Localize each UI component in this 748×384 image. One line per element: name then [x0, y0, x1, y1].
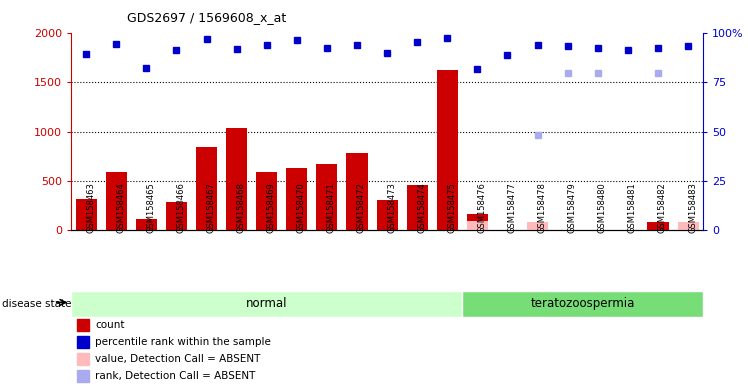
- Text: teratozoospermia: teratozoospermia: [530, 297, 635, 310]
- Bar: [196, 147, 217, 230]
- Text: value, Detection Call = ABSENT: value, Detection Call = ABSENT: [95, 354, 260, 364]
- Bar: [286, 168, 307, 230]
- Text: count: count: [95, 320, 125, 330]
- Text: percentile rank within the sample: percentile rank within the sample: [95, 337, 271, 347]
- Bar: [77, 336, 89, 348]
- Text: GSM158483: GSM158483: [688, 182, 697, 233]
- Bar: [346, 153, 367, 230]
- Text: GSM158467: GSM158467: [206, 182, 215, 233]
- Text: GSM158465: GSM158465: [147, 183, 156, 233]
- Text: GSM158463: GSM158463: [86, 182, 95, 233]
- Bar: [678, 222, 699, 230]
- Text: GSM158476: GSM158476: [477, 182, 486, 233]
- Bar: [136, 218, 157, 230]
- Bar: [437, 70, 458, 230]
- Bar: [462, 291, 703, 317]
- Text: rank, Detection Call = ABSENT: rank, Detection Call = ABSENT: [95, 371, 256, 381]
- Bar: [256, 172, 278, 230]
- Text: GDS2697 / 1569608_x_at: GDS2697 / 1569608_x_at: [127, 12, 286, 25]
- Bar: [648, 222, 669, 230]
- Bar: [467, 214, 488, 230]
- Bar: [71, 291, 462, 317]
- Bar: [77, 319, 89, 331]
- Text: normal: normal: [246, 297, 287, 310]
- Bar: [316, 164, 337, 230]
- Text: GSM158472: GSM158472: [357, 183, 366, 233]
- Bar: [527, 222, 548, 230]
- Text: GSM158475: GSM158475: [447, 183, 456, 233]
- Bar: [376, 200, 398, 230]
- Bar: [105, 172, 126, 230]
- Text: GSM158482: GSM158482: [658, 183, 667, 233]
- Text: GSM158477: GSM158477: [507, 182, 516, 233]
- Text: GSM158473: GSM158473: [387, 182, 396, 233]
- Text: GSM158480: GSM158480: [598, 183, 607, 233]
- Text: GSM158471: GSM158471: [327, 183, 336, 233]
- Text: disease state: disease state: [2, 299, 72, 309]
- Text: GSM158479: GSM158479: [568, 183, 577, 233]
- Text: GSM158470: GSM158470: [297, 183, 306, 233]
- Text: GSM158474: GSM158474: [417, 183, 426, 233]
- Bar: [226, 127, 247, 230]
- Bar: [407, 185, 428, 230]
- Bar: [76, 199, 96, 230]
- Bar: [77, 369, 89, 382]
- Text: GSM158478: GSM158478: [538, 182, 547, 233]
- Text: GSM158468: GSM158468: [236, 182, 245, 233]
- Text: GSM158464: GSM158464: [116, 183, 125, 233]
- Bar: [467, 220, 488, 230]
- Bar: [77, 353, 89, 365]
- Text: GSM158481: GSM158481: [628, 183, 637, 233]
- Bar: [166, 202, 187, 230]
- Text: GSM158466: GSM158466: [177, 182, 186, 233]
- Text: GSM158469: GSM158469: [267, 183, 276, 233]
